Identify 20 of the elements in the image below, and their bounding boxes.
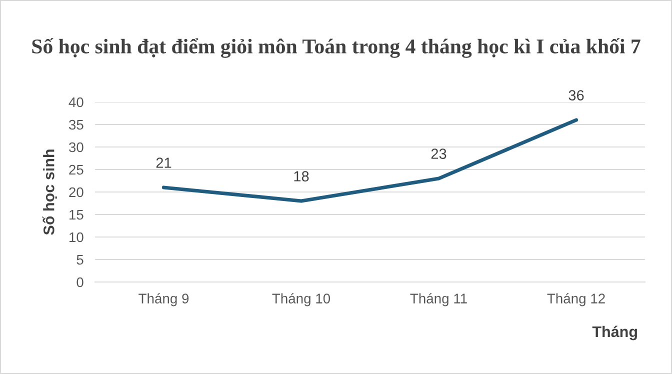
y-tick-label: 30 bbox=[68, 142, 84, 152]
y-tick-label: 25 bbox=[69, 164, 84, 175]
data-label: 18 bbox=[294, 171, 309, 182]
x-tick-label: Tháng 9 bbox=[138, 293, 189, 306]
y-tick-label: 35 bbox=[68, 120, 84, 130]
data-label: 23 bbox=[431, 148, 446, 159]
chart-title: Số học sinh đạt điểm giỏi môn Toán trong 4 tháng học kì I của khối 7 bbox=[32, 38, 640, 58]
x-axis-title: Tháng bbox=[592, 326, 637, 340]
y-tick-label: 0 bbox=[76, 277, 84, 288]
y-axis-title: Số học sinh bbox=[42, 150, 57, 235]
x-tick-label: Tháng 11 bbox=[410, 293, 467, 306]
y-tick-label: 15 bbox=[70, 210, 84, 220]
x-tick-label: Tháng 10 bbox=[272, 293, 330, 306]
y-tick-label: 5 bbox=[76, 254, 84, 265]
y-tick-label: 40 bbox=[68, 97, 84, 108]
y-tick-label: 20 bbox=[69, 187, 84, 198]
data-label: 21 bbox=[156, 158, 172, 168]
y-tick-label: 10 bbox=[70, 232, 84, 242]
data-label: 36 bbox=[568, 90, 584, 100]
x-tick-label: Tháng 12 bbox=[547, 293, 605, 306]
